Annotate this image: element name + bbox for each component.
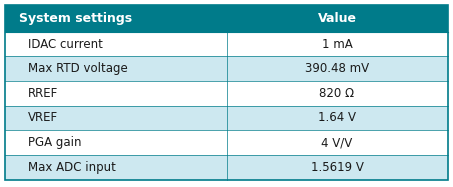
Bar — [5, 106, 226, 130]
Text: 4 V/V: 4 V/V — [322, 136, 352, 149]
Bar — [226, 106, 448, 130]
Bar — [5, 155, 226, 180]
Text: VREF: VREF — [28, 111, 58, 125]
Text: Max ADC input: Max ADC input — [28, 161, 116, 174]
Text: Value: Value — [318, 12, 357, 25]
Bar — [5, 5, 226, 32]
Text: 820 Ω: 820 Ω — [319, 87, 355, 100]
Bar — [226, 155, 448, 180]
Bar — [5, 32, 226, 56]
Bar — [5, 81, 226, 106]
Text: IDAC current: IDAC current — [28, 38, 102, 51]
Bar — [226, 32, 448, 56]
Text: RREF: RREF — [28, 87, 58, 100]
Text: 390.48 mV: 390.48 mV — [305, 62, 369, 75]
Text: 1.64 V: 1.64 V — [318, 111, 356, 125]
Bar — [226, 130, 448, 155]
Text: Max RTD voltage: Max RTD voltage — [28, 62, 127, 75]
Bar — [5, 130, 226, 155]
Text: System settings: System settings — [19, 12, 132, 25]
Bar — [226, 5, 448, 32]
Bar — [226, 56, 448, 81]
Text: PGA gain: PGA gain — [28, 136, 81, 149]
Bar — [5, 56, 226, 81]
Bar — [226, 81, 448, 106]
Text: 1.5619 V: 1.5619 V — [311, 161, 363, 174]
Text: 1 mA: 1 mA — [322, 38, 352, 51]
